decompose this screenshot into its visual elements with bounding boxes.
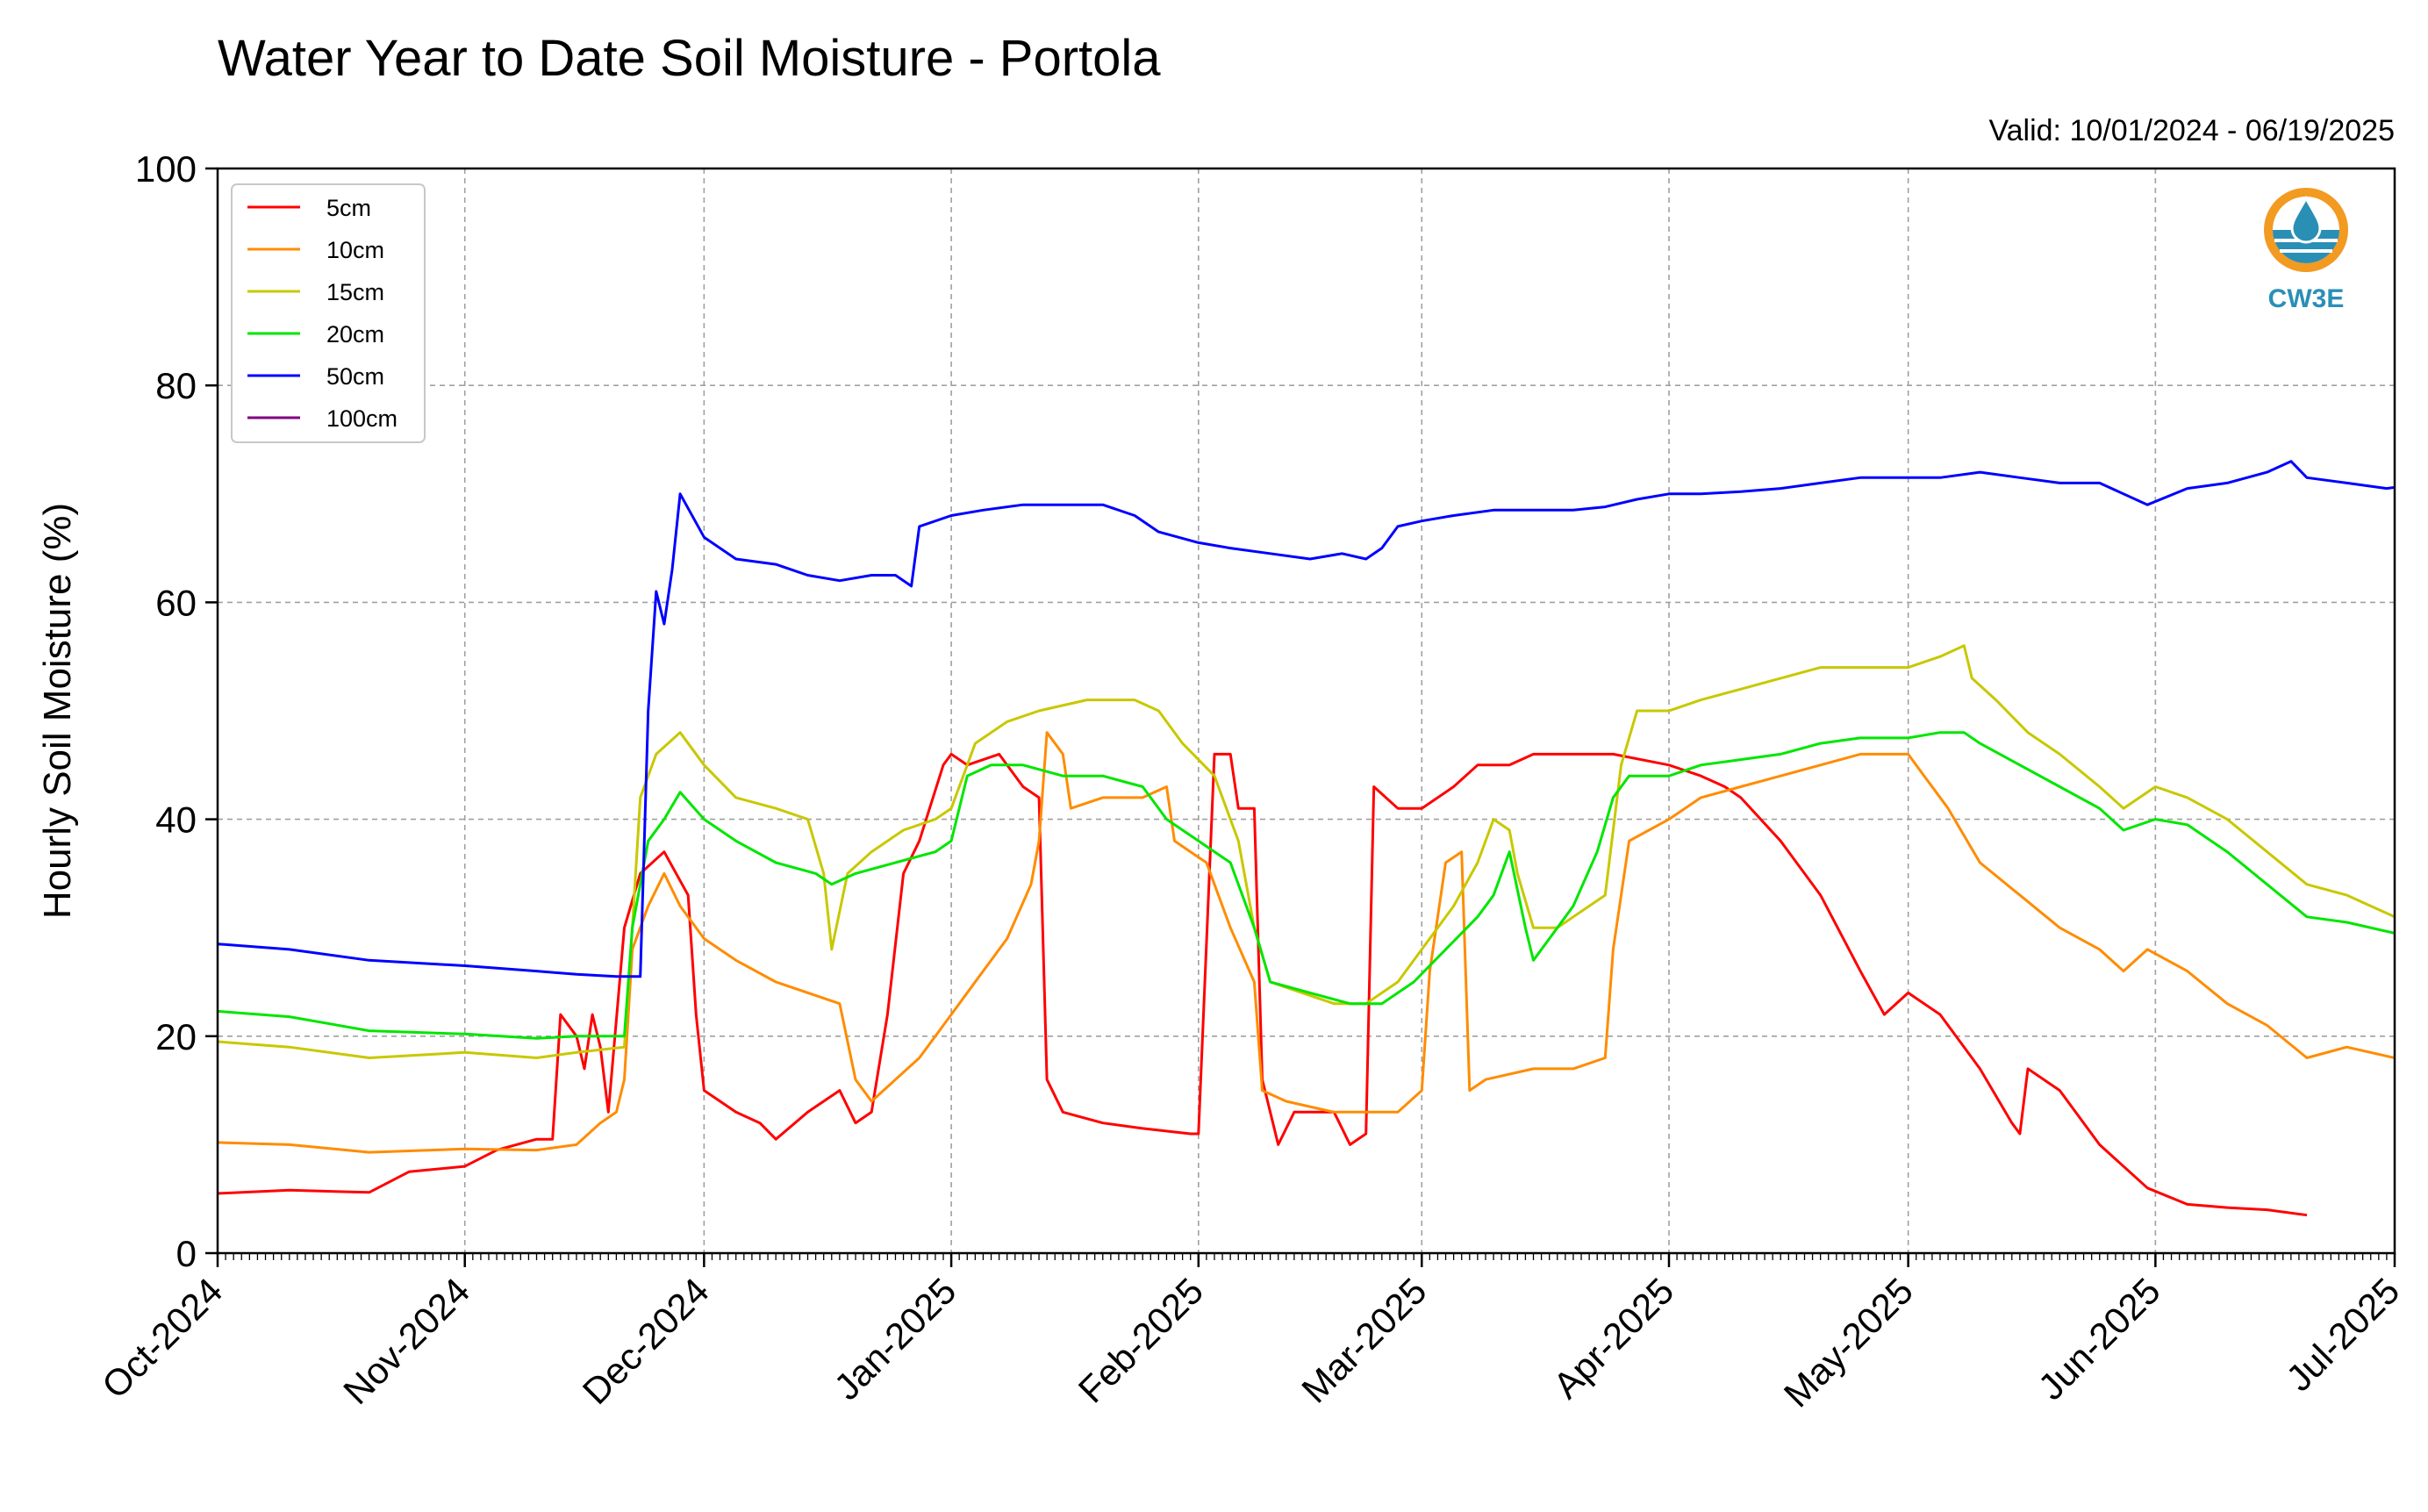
legend: 5cm 10cm 15cm 20cm 50cm 100cm — [231, 183, 426, 443]
y-tick-label: 0 — [176, 1233, 197, 1274]
y-tick-label: 20 — [155, 1016, 197, 1057]
x-tick-label: Nov-2024 — [335, 1270, 477, 1412]
legend-label-100cm: 100cm — [326, 405, 398, 432]
y-tick-label: 60 — [155, 582, 197, 623]
series-line-15cm — [218, 644, 2395, 1059]
legend-label-50cm: 50cm — [326, 363, 384, 390]
series-line-5cm — [218, 752, 2308, 1217]
x-tick-label: Jan-2025 — [826, 1270, 963, 1408]
y-axis-label: Hourly Soil Moisture (%) — [36, 503, 79, 919]
x-tick-label: Oct-2024 — [94, 1270, 230, 1406]
logo-text: CW3E — [2268, 284, 2345, 313]
x-tick-label: Apr-2025 — [1545, 1270, 1681, 1406]
grid-lines — [218, 168, 2395, 1253]
legend-label-5cm: 5cm — [326, 195, 371, 221]
legend-label-20cm: 20cm — [326, 321, 384, 348]
x-tick-label: Mar-2025 — [1293, 1270, 1434, 1410]
y-tick-label: 100 — [135, 148, 197, 190]
x-tick-label: Jul-2025 — [2278, 1270, 2407, 1399]
x-tick-label: Dec-2024 — [575, 1270, 717, 1412]
x-tick-label: Feb-2025 — [1071, 1270, 1211, 1410]
cw3e-logo: CW3E — [2264, 188, 2348, 313]
series-line-10cm — [218, 731, 2395, 1154]
legend-label-10cm: 10cm — [326, 237, 384, 263]
x-axis: Oct-2024 Nov-2024 Dec-2024 Jan-2025 Feb-2025… — [94, 1253, 2407, 1415]
logo-waves — [2273, 230, 2339, 263]
legend-label-15cm: 15cm — [326, 279, 384, 305]
series-line-20cm — [218, 731, 2395, 1040]
y-tick-label: 80 — [155, 365, 197, 406]
legend-box — [231, 183, 426, 443]
x-tick-label: May-2025 — [1776, 1270, 1921, 1415]
valid-date-range: Valid: 10/01/2024 - 06/19/2025 — [1988, 114, 2395, 147]
y-tick-label: 40 — [155, 799, 197, 841]
logo-drop-icon — [2290, 195, 2322, 244]
plot-frame — [216, 167, 2396, 1255]
series-line-50cm — [218, 460, 2395, 978]
y-axis: 0 20 40 60 80 100 — [135, 148, 218, 1274]
x-tick-label: Jun-2025 — [2030, 1270, 2168, 1408]
chart-title: Water Year to Date Soil Moisture - Porto… — [218, 30, 1161, 87]
series-layer — [218, 460, 2395, 1217]
